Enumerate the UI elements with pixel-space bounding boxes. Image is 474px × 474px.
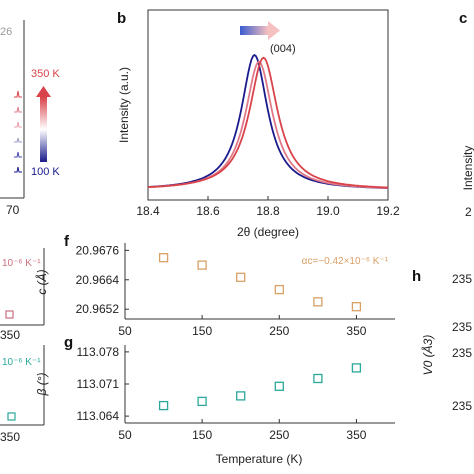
panel-b-x-tick-label: 18.8 (256, 204, 280, 218)
panel-a-fragment: 26 70 350 K 100 K (0, 20, 60, 217)
panel-b-xlabel: 2θ (degree) (237, 225, 299, 239)
panel-a-temp-low: 100 K (31, 166, 60, 178)
panel-e-coef: 10⁻⁶ K⁻¹ (2, 258, 41, 269)
temperature-arrow-head (36, 86, 51, 97)
panel-h-tick-2: 235 (452, 320, 472, 334)
panel-g-data-point (236, 391, 246, 401)
panel-g-data-point (158, 400, 169, 411)
panel-h-ylabel: V0 (Å3) (420, 335, 435, 376)
panel-d-fragment: 10⁻⁶ K⁻¹ 350 (0, 345, 45, 444)
panel-h-tick-1: 235 (452, 272, 472, 286)
panel-g-y-tick-label: 113.071 (77, 377, 120, 391)
panel-d-x-tick: 350 (0, 430, 20, 444)
panel-b-series-line-1 (147, 53, 389, 189)
panel-e-x-tick: 350 (0, 328, 20, 342)
panel-b-ylabel: Intensity (a.u.) (117, 67, 131, 143)
peak-shift-arrow-head (268, 21, 280, 40)
panel-f-ylabel: c (Å) (34, 269, 49, 294)
panel-b: b (004) Intensity (a.u.) 18.4 18.6 18.8 19.… (117, 9, 400, 239)
panel-g-data-point (274, 381, 284, 391)
panel-d-point (7, 412, 16, 421)
panel-h-tick-4: 235 (452, 399, 472, 413)
panel-f-x-tick-label: 350 (346, 324, 366, 338)
panel-f-x-tick-label: 250 (269, 324, 289, 338)
panel-d-coef: 10⁻⁶ K⁻¹ (2, 357, 41, 368)
temperature-gradient-bar (40, 97, 47, 162)
panel-c-tick: 2 (465, 205, 472, 219)
panel-f-annotation: αc=−0.42×10⁻⁶ K⁻¹ (302, 256, 389, 267)
panel-f-x-tick-label: 50 (118, 324, 132, 338)
panel-b-peak-label: (004) (270, 43, 296, 55)
panel-g-ylabel: β (°) (35, 373, 49, 397)
panel-f-x-tick-label: 150 (192, 324, 212, 338)
panel-b-x-tick-label: 18.4 (136, 204, 160, 218)
panel-g-data-point (197, 396, 207, 407)
panel-f-data-point (197, 260, 207, 270)
panel-h-letter: h (412, 268, 421, 285)
panel-a-peaks (14, 90, 22, 173)
panel-g-x-tick-label: 50 (118, 428, 132, 442)
panel-g-x-tick-label: 350 (346, 428, 366, 442)
panel-f: f c (Å) αc=−0.42×10⁻⁶ K⁻¹ 50 150 250 350 20.… (34, 233, 395, 338)
panel-a-label-26: 26 (0, 26, 12, 38)
panel-e-fragment: 10⁻⁶ K⁻¹ 350 (0, 248, 45, 342)
panel-a-x-tick: 70 (6, 203, 20, 217)
panel-b-x-tick-label: 19.2 (376, 204, 400, 218)
panel-e-point (5, 310, 14, 319)
panel-c-letter: c (459, 10, 467, 27)
panel-f-data-point (274, 284, 284, 295)
panel-b-x-tick-label: 19.0 (316, 204, 340, 218)
panel-c-fragment: c Intensity 2 (459, 10, 474, 219)
panel-f-y-tick-label: 20.9676 (76, 243, 120, 257)
panel-f-data-point (313, 297, 323, 307)
panel-g: g β (°) 50 150 250 350 113.064 113.071 113.078… (35, 334, 395, 466)
panel-f-y-tick-label: 20.9652 (76, 302, 120, 316)
panel-g-data-point (351, 363, 362, 373)
panel-g-y-tick-label: 113.078 (77, 345, 120, 359)
panel-g-xlabel: Temperature (K) (216, 452, 303, 466)
panel-c-ylabel: Intensity (461, 146, 474, 191)
panel-g-x-tick-label: 250 (269, 428, 289, 442)
panel-f-data-point (236, 272, 246, 282)
panel-f-data-point (158, 253, 169, 263)
panel-h-tick-3: 235 (452, 346, 472, 360)
panel-b-series-line-3 (147, 56, 389, 189)
panel-f-letter: f (64, 233, 70, 250)
panel-g-letter: g (64, 334, 73, 351)
panel-g-data-point (313, 373, 323, 384)
panel-f-data-point (351, 302, 362, 312)
panel-a-temp-high: 350 K (31, 68, 60, 80)
panel-b-x-tick-label: 18.6 (196, 204, 220, 218)
panel-g-y-tick-label: 113.064 (77, 409, 120, 423)
panel-f-y-tick-label: 20.9664 (76, 273, 120, 287)
panel-h-fragment: h V0 (Å3) 235 235 235 235 (412, 268, 472, 413)
peak-shift-arrow-body (240, 26, 268, 35)
panel-b-series-line-2 (147, 60, 388, 189)
panel-g-x-tick-label: 150 (192, 428, 212, 442)
panel-b-letter: b (117, 10, 126, 27)
